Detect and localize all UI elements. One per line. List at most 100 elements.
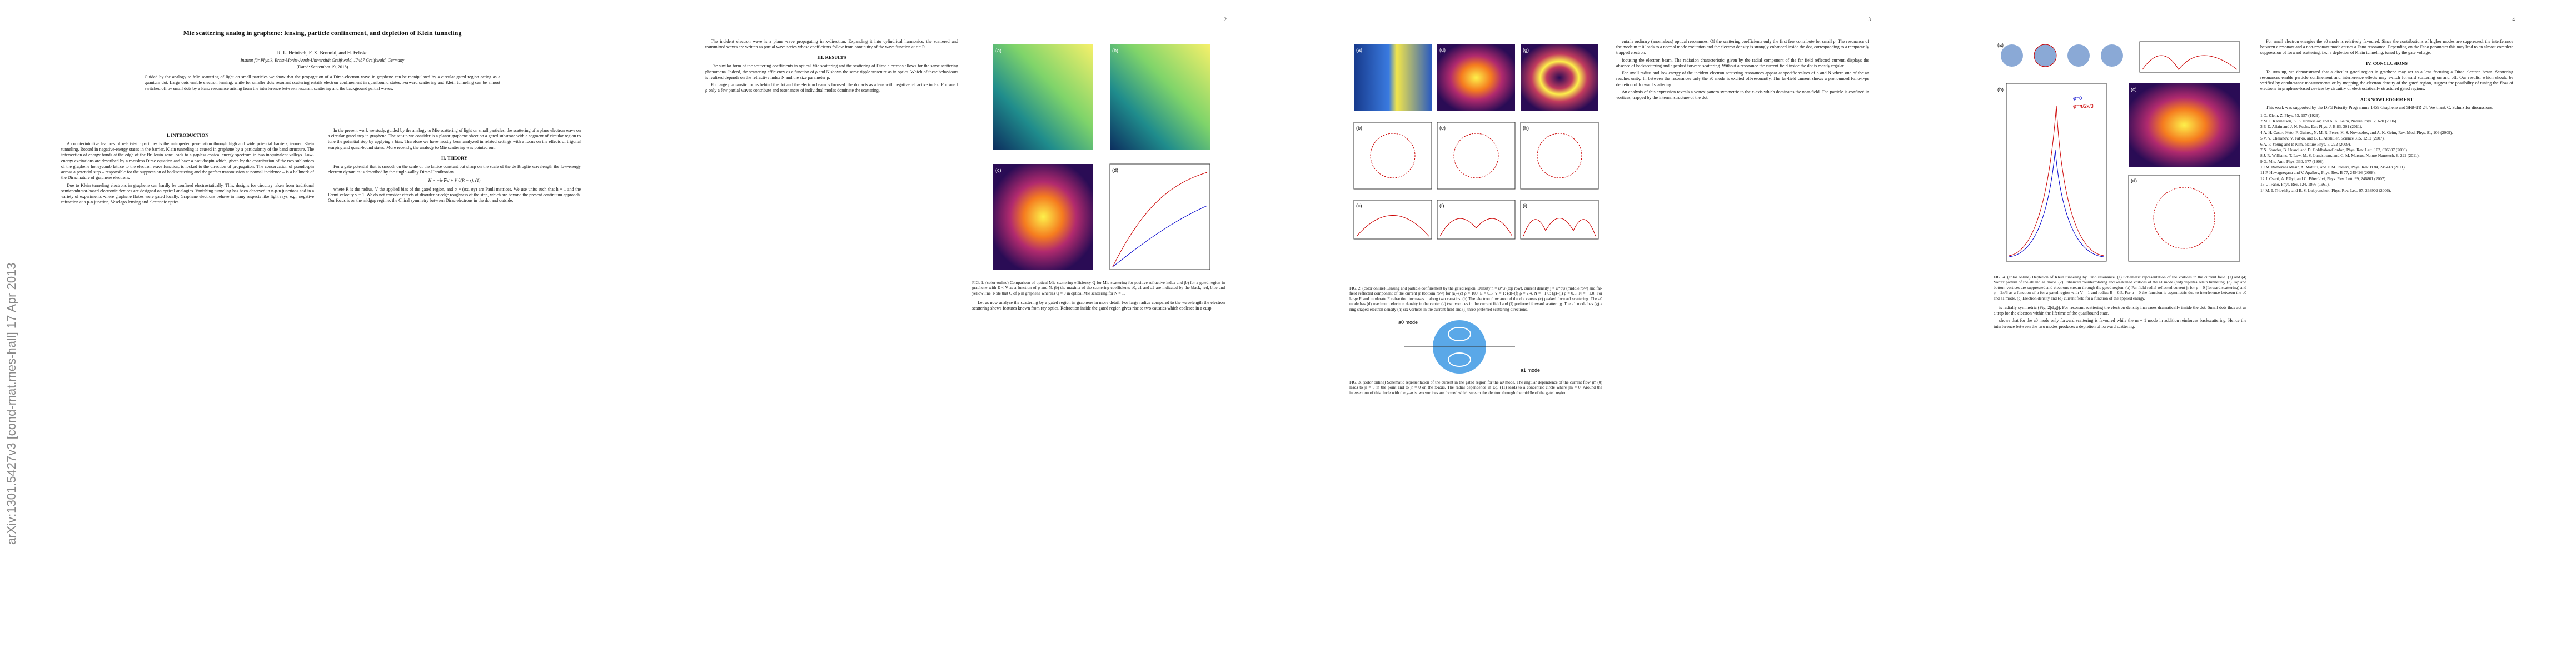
column: entails ordinary (anomalous) optical res… <box>1616 39 1869 645</box>
date: (Dated: September 19, 2018) <box>296 64 348 69</box>
vector-panel <box>1520 122 1598 190</box>
vortex <box>1447 326 1471 341</box>
panel-label: (g) <box>1523 47 1529 53</box>
authors: R. L. Heinisch, F. X. Bronold, and H. Fe… <box>277 50 368 56</box>
reference: 6 A. F. Young and P. Kim, Nature Phys. 5… <box>2260 141 2351 147</box>
page-1: arXiv:1301.5427v3 [cond-mat.mes-hall] 17… <box>0 0 644 667</box>
paragraph: To sum up, we demonstrated that a circul… <box>2260 69 2513 92</box>
reference: 3 P. E. Allain and J. N. Fuchs, Eur. Phy… <box>2260 124 2363 130</box>
arxiv-stamp: arXiv:1301.5427v3 [cond-mat.mes-hall] 17… <box>4 262 18 545</box>
reference: 2 M. I. Katsnelson, K. S. Novoselov, and… <box>2260 118 2398 123</box>
column: (a) (b) (c) (d) φ=0 φ=π/2κ/3 FIG. 4. (co… <box>1994 39 2246 645</box>
panel-label: (b) <box>1356 125 1362 131</box>
paragraph: shows that for the a0 mode only forward … <box>1994 318 2246 329</box>
reference: 4 A. H. Castro Neto, F. Guinea, N. M. R.… <box>2260 130 2453 135</box>
panel-label: (f) <box>1439 203 1444 208</box>
panel-label: (b) <box>1997 87 2004 92</box>
curve <box>2009 150 2104 257</box>
paragraph: For a gate potential that is smooth on t… <box>328 163 581 175</box>
panel-label: (c) <box>995 167 1001 173</box>
curve <box>1356 215 1429 237</box>
vortex-schematic <box>2067 44 2090 67</box>
paragraph: In the present work we study, guided by … <box>328 128 581 150</box>
reference: 9 G. Mie, Ann. Phys. 330, 377 (1908). <box>2260 158 2325 164</box>
reference: 14 M. I. Tribelsky and B. S. Luk'yanchuk… <box>2260 187 2391 193</box>
paper-title: Mie scattering analog in graphene: lensi… <box>183 29 462 37</box>
curve <box>1112 205 1207 267</box>
vector-panel <box>1437 122 1515 190</box>
vortex-schematic <box>2100 44 2123 67</box>
panel-label: (h) <box>1523 125 1529 131</box>
section-heading: IV. CONCLUSIONS <box>2366 60 2408 66</box>
reference: 5 V. V. Cheianov, V. Fal'ko, and B. L. A… <box>2260 136 2385 141</box>
figure-4: (a) (b) (c) (d) φ=0 φ=π/2κ/3 <box>1997 41 2240 262</box>
schematic-row <box>2000 44 2123 67</box>
paragraph: For small radius and low energy of the i… <box>1616 71 1869 87</box>
plot-panel <box>1520 200 1598 240</box>
panel-label: (e) <box>1439 125 1446 131</box>
paragraph: An analysis of this expression reveals a… <box>1616 89 1869 101</box>
paragraph: The similar form of the scattering coeff… <box>705 63 958 80</box>
panel-label: (c) <box>2131 87 2137 92</box>
dot-outline <box>1537 133 1582 178</box>
panel-label: (i) <box>1523 203 1527 208</box>
reference: 8 J. R. Williams, T. Low, M. S. Lundstro… <box>2260 153 2420 158</box>
paragraph: where R is the radius, V the applied bia… <box>328 186 581 203</box>
panel-label: (c) <box>1356 203 1362 208</box>
paragraph: Due to Klein tunneling electrons in grap… <box>61 182 314 205</box>
curve <box>1112 172 1207 267</box>
plot-panel <box>2006 83 2106 262</box>
curve <box>1439 218 1512 237</box>
paragraph: The incident electron wave is a plane wa… <box>705 39 958 50</box>
heatmap-panel <box>1109 44 1210 150</box>
heatmap-panel <box>2128 83 2240 167</box>
page-3: 3 (a) (b) (c) (d) (e) (f) (g) (h) (i) FI… <box>1288 0 1932 667</box>
paragraph: entails ordinary (anomalous) optical res… <box>1616 39 1869 56</box>
panel-label: (a) <box>1356 47 1362 53</box>
figure-3: a0 mode a1 mode <box>1398 320 1540 374</box>
figure-caption: FIG. 3. (color online) Schematic represe… <box>1349 379 1602 395</box>
page-number: 4 <box>2512 17 2515 22</box>
legend-label: a1 mode <box>1521 367 1540 373</box>
column: The incident electron wave is a plane wa… <box>705 39 958 645</box>
equation: H = −iv∇·σ + V θ(R − r), (1) <box>428 178 481 183</box>
page-number: 3 <box>1868 17 1871 22</box>
plot-panel <box>1353 200 1432 240</box>
figure-caption: FIG. 4. (color online) Depletion of Klei… <box>1994 275 2246 301</box>
page-4: 4 (a) (b) (c) (d) φ=0 φ=π/2κ/3 FIG. 4. (… <box>1932 0 2576 667</box>
figure-caption: FIG. 1. (color online) Comparison of opt… <box>972 280 1225 296</box>
dot-outline <box>2153 187 2215 249</box>
column: (a) (b) (c) (d) (e) (f) (g) (h) (i) FIG.… <box>1349 39 1602 645</box>
panel-label: (a) <box>1997 42 2004 48</box>
figure-2: (a) (b) (c) (d) (e) (f) (g) (h) (i) <box>1353 44 1598 240</box>
legend-label: a0 mode <box>1398 320 1418 325</box>
panel-label: (b) <box>1112 48 1118 53</box>
dot-outline <box>1453 133 1498 178</box>
page-2: 2 The incident electron wave is a plane … <box>644 0 1288 667</box>
heatmap-panel <box>993 164 1093 270</box>
plot-panel <box>1109 163 1210 270</box>
heatmap-panel <box>1437 44 1515 111</box>
legend-label: φ=π/2κ/3 <box>2073 103 2094 109</box>
plot-panel <box>2139 41 2240 73</box>
section-heading: I. INTRODUCTION <box>166 132 209 138</box>
reference: 11 P. Hewageegana and V. Apalkov, Phys. … <box>2260 170 2376 176</box>
column: For small electron energies the a0 mode … <box>2260 39 2513 645</box>
vector-panel <box>1353 122 1432 190</box>
vortex <box>1447 352 1471 367</box>
paragraph: This work was supported by the DFG Prior… <box>2266 105 2493 111</box>
section-heading: II. THEORY <box>441 155 468 161</box>
references: 1 O. Klein, Z. Phys. 53, 157 (1929). 2 M.… <box>2260 113 2513 193</box>
vortex-schematic <box>2034 44 2056 67</box>
affiliation: Institut für Physik, Ernst-Moritz-Arndt-… <box>240 58 405 63</box>
paragraph: Let us now analyze the scattering by a g… <box>972 300 1225 311</box>
heatmap-panel <box>993 44 1093 150</box>
reference: 7 N. Stander, B. Huard, and D. Goldhaber… <box>2260 147 2408 152</box>
heatmap-panel <box>1520 44 1598 111</box>
section-heading: III. RESULTS <box>817 54 846 61</box>
paragraph: For large ρ a caustic forms behind the d… <box>705 82 958 93</box>
reference: 12 J. Cserti, A. Pályi, and C. Péterfalv… <box>2260 176 2386 181</box>
abstract: Guided by the analogy to Mie scattering … <box>145 74 500 91</box>
legend-label: φ=0 <box>2073 96 2082 101</box>
